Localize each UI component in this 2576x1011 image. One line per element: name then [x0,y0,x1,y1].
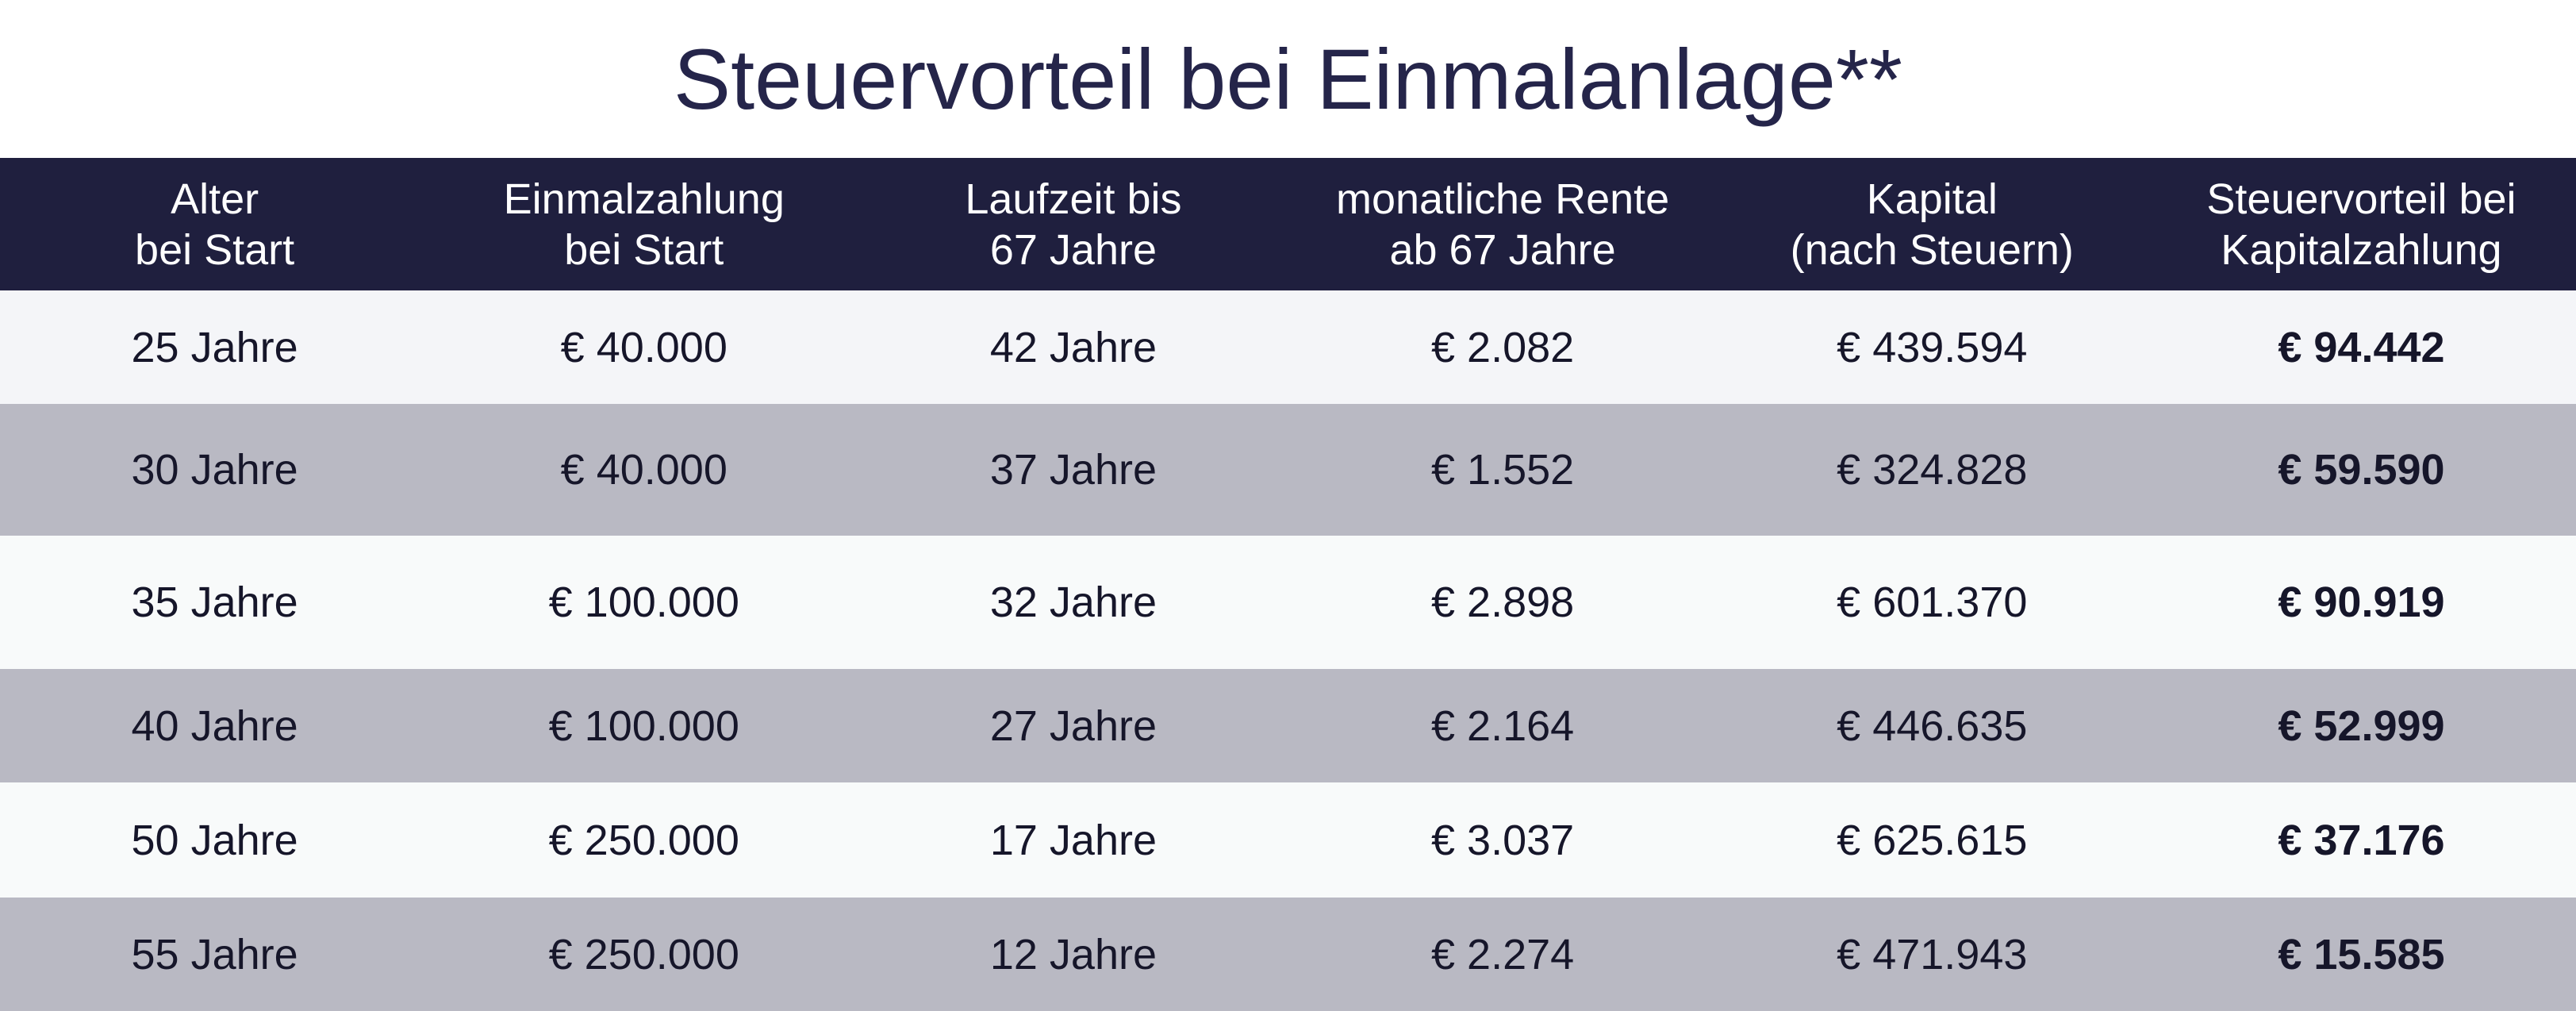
table-row: 25 Jahre € 40.000 42 Jahre € 2.082 € 439.594… [0,290,2576,404]
header-text: bei Start [564,225,724,274]
table-cell: 50 Jahre [131,816,298,864]
header-cell: Steuervorteil bei Kapitalzahlung [2147,158,2576,290]
table-row: 55 Jahre € 250.000 12 Jahre € 2.274 € 471.94… [0,898,2576,1011]
header-text: Kapital [1866,175,1998,223]
header-text: Alter [171,175,259,223]
table-cell: 25 Jahre [131,323,298,371]
table-cell: € 40.000 [560,446,727,494]
header-cell: Laufzeit bis 67 Jahre [858,158,1288,290]
table-cell: € 2.898 [1431,579,1575,626]
header-cell: Einmalzahlung bei Start [429,158,858,290]
table-cell: € 3.037 [1431,816,1575,864]
table-cell: 35 Jahre [131,579,298,626]
table-cell: 17 Jahre [989,816,1157,864]
table-cell: € 446.635 [1837,702,2028,750]
table-row: 30 Jahre € 40.000 37 Jahre € 1.552 € 324.828… [0,404,2576,536]
table-cell: € 59.590 [2278,446,2445,494]
table-cell: 30 Jahre [131,446,298,494]
header-text: bei Start [135,225,295,274]
header-text: Laufzeit bis [965,175,1182,223]
table-row: 35 Jahre € 100.000 32 Jahre € 2.898 € 601.37… [0,536,2576,669]
header-text: (nach Steuern) [1790,225,2074,274]
table-cell: 37 Jahre [989,446,1157,494]
table-cell: € 15.585 [2278,930,2445,978]
title: Steuervorteil bei Einmalanlage** [674,31,1902,127]
table-cell: € 439.594 [1837,323,2028,371]
table: Alter bei Start Einmalzahlung bei Start Lauf… [0,158,2576,1011]
table-cell: € 52.999 [2278,702,2445,750]
table-cell: € 1.552 [1431,446,1575,494]
table-cell: € 250.000 [548,816,739,864]
table-cell: € 100.000 [548,702,739,750]
header-text: monatliche Rente [1335,175,1670,223]
table-cell: 40 Jahre [131,702,298,750]
table-cell: € 2.274 [1431,930,1575,978]
table-cell: € 625.615 [1837,816,2028,864]
header-text: 67 Jahre [989,225,1157,274]
table-cell: € 601.370 [1837,579,2028,626]
header-row: Alter bei Start Einmalzahlung bei Start Lauf… [0,158,2576,290]
table-cell: 27 Jahre [989,702,1157,750]
table-cell: € 94.442 [2278,323,2445,371]
table-cell: 42 Jahre [989,323,1157,371]
header-cell: Kapital (nach Steuern) [1718,158,2147,290]
header-text: Einmalzahlung [503,175,785,223]
header-text: Kapitalzahlung [2221,225,2502,274]
table-cell: € 100.000 [548,579,739,626]
table-cell: € 250.000 [548,930,739,978]
table-cell: € 40.000 [560,323,727,371]
table-cell: 55 Jahre [131,930,298,978]
table-row: 50 Jahre € 250.000 17 Jahre € 3.037 € 625.61… [0,782,2576,898]
header-cell: Alter bei Start [0,158,429,290]
header-cell: monatliche Rente ab 67 Jahre [1288,158,1718,290]
table-cell: € 324.828 [1837,446,2028,494]
table-cell: 32 Jahre [989,579,1157,626]
table-cell: € 2.164 [1431,702,1575,750]
table-cell: € 2.082 [1431,323,1575,371]
table-cell: € 90.919 [2278,579,2445,626]
header-text: ab 67 Jahre [1389,225,1616,274]
table-cell: 12 Jahre [989,930,1157,978]
table-row: 40 Jahre € 100.000 27 Jahre € 2.164 € 446.63… [0,669,2576,782]
table-cell: € 471.943 [1837,930,2028,978]
table-cell: € 37.176 [2278,816,2445,864]
header-text: Steuervorteil bei [2206,175,2516,223]
